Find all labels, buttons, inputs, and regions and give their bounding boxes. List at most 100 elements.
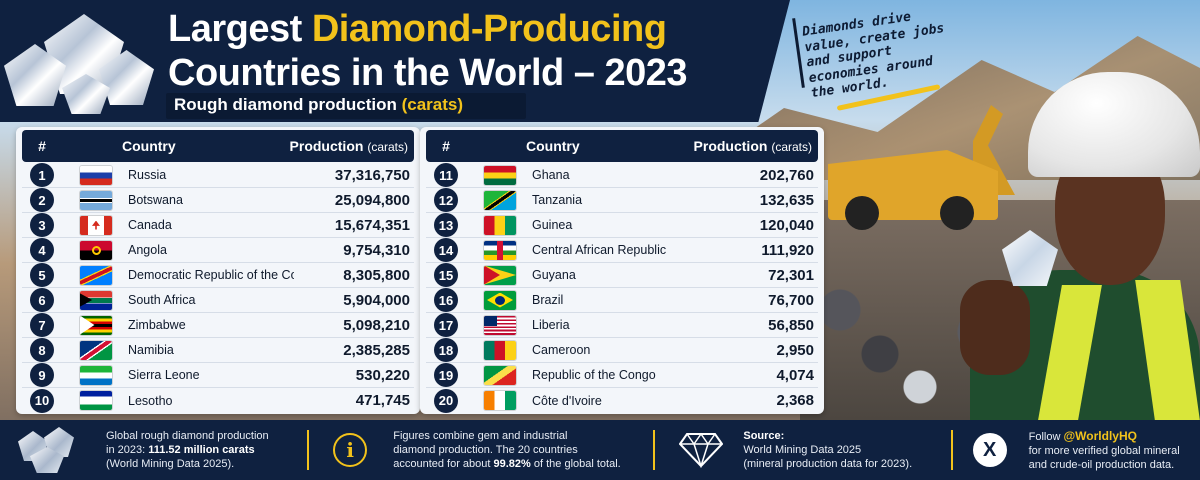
country-name: Namibia [128,343,174,357]
truck-wheel [940,196,974,230]
table-row: 12 Tanzania 132,635 [426,188,818,213]
production-value: 4,074 [776,366,814,384]
table-row: 4 Angola 9,754,310 [22,238,414,263]
cote-divoire-flag-icon [484,391,516,410]
production-value: 471,745 [355,392,410,409]
table-header: # Country Production (carats) [22,130,414,162]
country-name: Guinea [532,218,573,232]
table-row: 10 Lesotho 471,745 [22,388,414,413]
production-value: 2,368 [776,392,814,409]
rank-badge: 9 [30,363,54,387]
rank-badge: 20 [434,388,458,413]
table-rows-left: 1 Russia 37,316,750 2 Botswana 25,094,800 3 Can… [22,163,414,413]
footer-source: Source: World Mining Data 2025 (mineral … [655,420,950,480]
south-africa-flag-icon [80,290,112,310]
production-value: 132,635 [759,191,814,209]
ghana-flag-icon [484,165,516,185]
country-name: Central African Republic [532,243,667,257]
truck-wheel [845,196,879,230]
table-row: 11 Ghana 202,760 [426,163,818,188]
lesotho-flag-icon [80,391,112,410]
footer-info: i Figures combine gem and industrial dia… [309,420,653,480]
production-value: 530,220 [355,366,410,384]
table-row: 5 Democratic Republic of the Congo 8,305,8… [22,263,414,288]
country-name: Liberia [532,318,570,332]
country-name: Angola [128,243,167,257]
car-flag-icon [484,240,516,260]
angola-flag-icon [80,240,112,260]
production-value: 120,040 [759,216,814,234]
sierra-leone-flag-icon [80,365,112,385]
rank-badge: 17 [434,313,458,337]
footer-global-total: Global rough diamond production in 2023:… [0,420,307,480]
production-value: 76,700 [768,291,814,309]
col-country: Country [526,138,580,154]
production-value: 56,850 [768,316,814,334]
diamond-outline-icon [679,432,724,468]
footer-bar: Global rough diamond production in 2023:… [0,420,1200,480]
rank-badge: 6 [30,288,54,312]
follow-handle-link[interactable]: @WorldlyHQ [1063,428,1137,443]
table-row: 20 Côte d'Ivoire 2,368 [426,388,818,413]
footer-divider [950,430,953,470]
table-panel-right: # Country Production (carats) 11 Ghana 202… [420,127,824,414]
table-row: 2 Botswana 25,094,800 [22,188,414,213]
production-value: 25,094,800 [334,191,410,209]
table-row: 13 Guinea 120,040 [426,213,818,238]
production-value: 72,301 [768,266,814,284]
rank-badge: 16 [434,288,458,312]
country-name: Sierra Leone [128,368,200,382]
table-row: 19 Republic of the Congo 4,074 [426,363,818,388]
table-row: 3 Canada 15,674,351 [22,213,414,238]
canada-flag-icon [80,215,112,235]
col-rank: # [38,138,46,154]
page-title-line2: Countries in the World – 2023 [168,52,688,94]
country-name: Ghana [532,168,570,182]
production-value: 37,316,750 [334,166,410,184]
country-name: Zimbabwe [128,318,186,332]
table-row: 8 Namibia 2,385,285 [22,338,414,363]
table-panel-left: # Country Production (carats) 1 Russia 37,… [16,127,420,414]
footer-follow: X Follow @WorldlyHQ for more verified gl… [953,420,1200,480]
table-row: 14 Central African Republic 111,920 [426,238,818,263]
rank-badge: 14 [434,238,458,262]
namibia-flag-icon [80,340,112,360]
country-name: Canada [128,218,172,232]
country-name: Cameroon [532,343,591,357]
table-row: 18 Cameroon 2,950 [426,338,818,363]
cameroon-flag-icon [484,340,516,360]
production-value: 111,920 [761,241,814,259]
production-value: 202,760 [759,166,814,184]
page-title-line1: Largest Diamond-Producing [168,8,667,50]
x-logo-icon[interactable]: X [972,433,1007,467]
production-value: 15,674,351 [334,216,410,234]
liberia-flag-icon [484,315,516,335]
production-value: 8,305,800 [343,266,410,284]
table-row: 6 South Africa 5,904,000 [22,288,414,313]
zimbabwe-flag-icon [80,315,112,335]
table-row: 9 Sierra Leone 530,220 [22,363,414,388]
tanzania-flag-icon [484,190,516,210]
col-rank: # [442,138,450,154]
country-name: Brazil [532,293,564,307]
country-name: Lesotho [128,393,173,408]
botswana-flag-icon [80,190,112,210]
rank-badge: 13 [434,213,458,237]
production-value: 2,385,285 [343,341,410,359]
production-value: 9,754,310 [343,241,410,259]
rank-badge: 12 [434,188,458,212]
rank-badge: 19 [434,363,458,387]
table-header: # Country Production (carats) [426,130,818,162]
table-row: 17 Liberia 56,850 [426,313,818,338]
rank-badge: 4 [30,238,54,262]
rank-badge: 3 [30,213,54,237]
col-production: Production (carats) [693,138,812,154]
guyana-flag-icon [484,265,516,285]
rank-badge: 1 [30,163,54,187]
rank-badge: 15 [434,263,458,287]
production-value: 5,098,210 [343,316,410,334]
table-row: 1 Russia 37,316,750 [22,163,414,188]
diamonds-icon [18,427,80,473]
production-value: 2,950 [776,341,814,359]
brazil-flag-icon [484,290,516,310]
